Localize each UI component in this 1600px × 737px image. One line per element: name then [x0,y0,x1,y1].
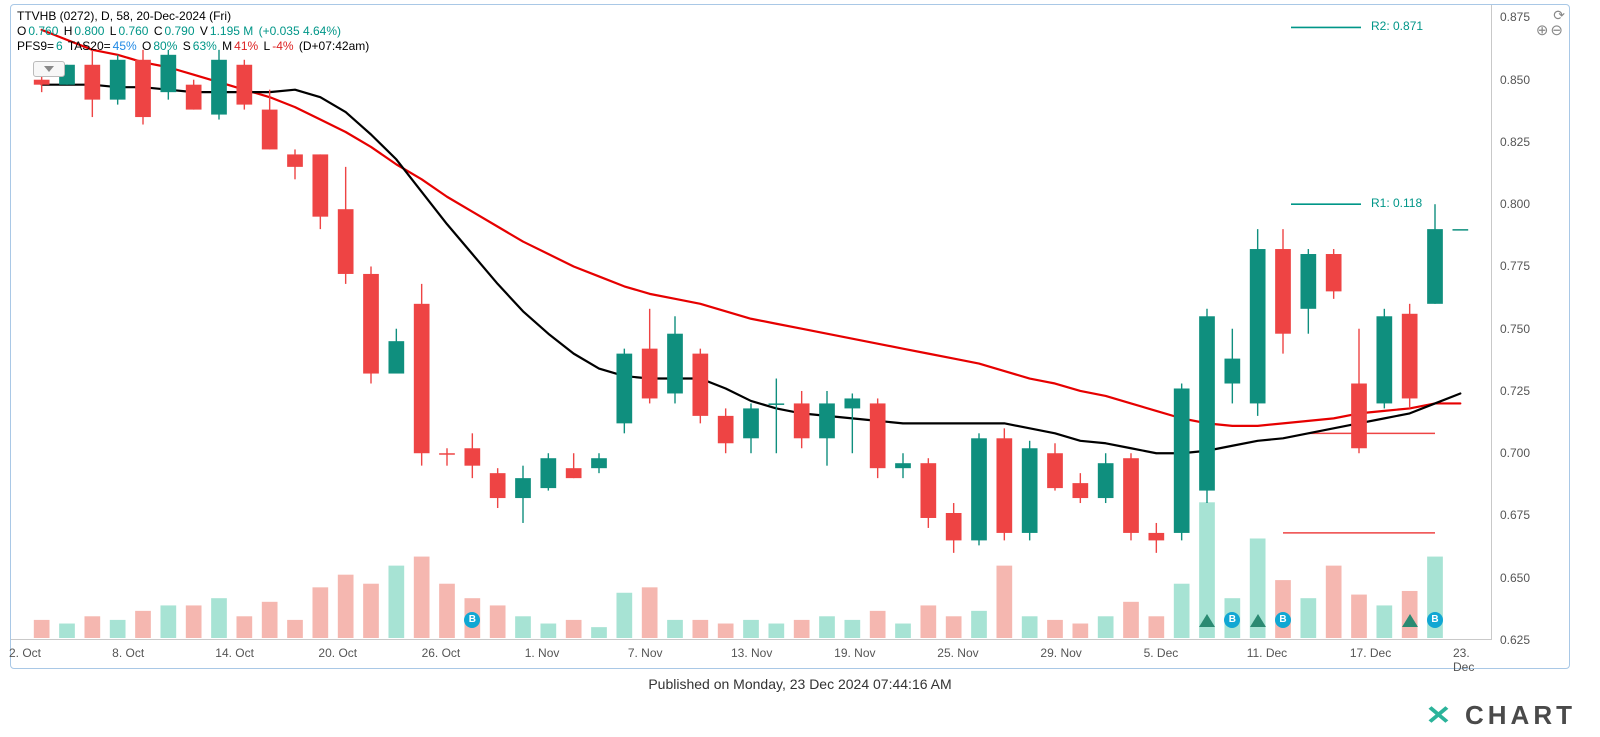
chart-legend: TTVHB (0272), D, 58, 20-Dec-2024 (Fri) O… [17,9,371,54]
triangle-marker [1402,614,1418,627]
brand-text: CHART [1465,700,1576,730]
date-tick: 17. Dec [1350,646,1391,660]
date-tick: 11. Dec [1247,646,1287,660]
brand-x-icon: ✕ [1425,700,1456,731]
date-tick: 2. Oct [9,646,41,660]
b-marker: B [1275,612,1291,628]
plot-area[interactable]: R2: 0.871R1: 0.118BBBB [11,5,1491,640]
price-tick: 0.800 [1500,197,1530,211]
date-tick: 5. Dec [1144,646,1179,660]
price-tick: 0.650 [1500,571,1530,585]
r1-label: R1: 0.118 [1371,196,1422,210]
zoom-controls[interactable]: ⊕⊖ [1536,23,1565,39]
date-tick: 8. Oct [112,646,144,660]
triangle-marker [1199,614,1215,627]
date-tick: 26. Oct [422,646,461,660]
date-tick: 1. Nov [525,646,560,660]
chart-frame: TTVHB (0272), D, 58, 20-Dec-2024 (Fri) O… [10,4,1570,669]
candlestick-chart [11,5,1491,640]
date-tick: 13. Nov [731,646,772,660]
date-axis[interactable]: 2. Oct 8. Oct 14. Oct 20. Oct 26. Oct 1. Nov 7… [11,639,1491,668]
price-tick: 0.700 [1500,446,1530,460]
price-tick: 0.750 [1500,322,1530,336]
legend-line2: O0.760 H0.800 L0.760 C0.790 V1.195 M (+0… [17,24,371,39]
date-tick: 23. Dec [1453,646,1491,674]
price-tick: 0.675 [1500,508,1530,522]
date-tick: 7. Nov [628,646,663,660]
legend-line3: PFS9=6 TAS20=45% O80% S63% M41% L-4% (D+… [17,39,371,54]
r2-label: R2: 0.871 [1371,19,1423,33]
price-tick: 0.775 [1500,259,1530,273]
legend-line1: TTVHB (0272), D, 58, 20-Dec-2024 (Fri) [17,9,371,24]
triangle-marker [1250,614,1266,627]
price-tick: 0.825 [1500,135,1530,149]
legend-collapse-toggle[interactable] [33,61,65,77]
refresh-icon[interactable]: ⟳ [1536,7,1565,23]
date-tick: 14. Oct [215,646,254,660]
date-tick: 25. Nov [937,646,978,660]
chart-controls: ⟳ ⊕⊖ [1536,7,1565,39]
price-axis[interactable]: 0.6250.6500.6750.7000.7250.7500.7750.800… [1491,5,1569,640]
brand-logo: ✕ CHART [1428,700,1576,731]
date-tick: 20. Oct [318,646,357,660]
b-marker: B [1427,612,1443,628]
zoom-out-icon[interactable]: ⊖ [1550,22,1565,39]
price-tick: 0.875 [1500,10,1530,24]
date-tick: 29. Nov [1040,646,1081,660]
zoom-in-icon[interactable]: ⊕ [1536,22,1551,39]
price-tick: 0.725 [1500,384,1530,398]
published-text: Published on Monday, 23 Dec 2024 07:44:1… [0,676,1600,692]
legend-symbol: TTVHB (0272), D, 58, 20-Dec-2024 (Fri) [17,9,231,23]
price-tick: 0.850 [1500,73,1530,87]
price-tick: 0.625 [1500,633,1530,647]
date-tick: 19. Nov [834,646,875,660]
